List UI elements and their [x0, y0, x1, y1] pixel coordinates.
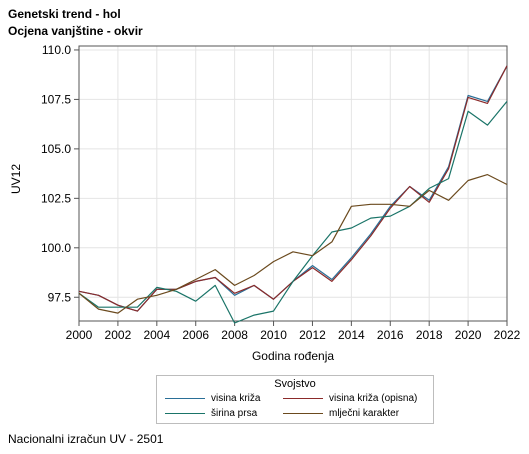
plot-area	[78, 45, 508, 322]
y-tick-label: 110.0	[42, 43, 71, 57]
x-tick-label: 2002	[105, 328, 132, 342]
x-tick-label: 2022	[494, 328, 521, 342]
axis-ticks: 2000 2002 2004 2006 2008 2010 2012 2014 2016 2018…	[41, 43, 521, 342]
series-line-3	[78, 174, 508, 314]
y-tick-label: 102.5	[41, 191, 71, 205]
x-tick-label: 2010	[260, 328, 287, 342]
x-tick-label: 2006	[182, 328, 209, 342]
legend-title: Svojstvo	[274, 378, 316, 390]
y-tick-label: 97.5	[48, 290, 72, 304]
x-tick-label: 2018	[416, 328, 443, 342]
x-tick-label: 2016	[377, 328, 404, 342]
grid	[78, 46, 508, 321]
x-axis-label: Godina rođenja	[252, 349, 334, 363]
chart-subtitle: Ocjena vanjštine - okvir	[8, 24, 143, 38]
x-tick-label: 2004	[143, 328, 170, 342]
y-tick-label: 100.0	[41, 241, 71, 255]
legend-item-mljecni-karakter: mlječni karakter	[283, 408, 399, 419]
legend-item-visina-kriza: visina križa	[165, 393, 260, 404]
series-line-1	[78, 65, 508, 312]
legend-swatch	[165, 413, 205, 414]
y-tick-label: 105.0	[41, 142, 71, 156]
x-tick-label: 2008	[221, 328, 248, 342]
legend-label: visina križa (opisna)	[329, 393, 418, 404]
y-axis-label: UV12	[9, 164, 23, 194]
legend-label: mlječni karakter	[329, 408, 400, 419]
legend: Svojstvo visina križa visina križa (opis…	[156, 375, 434, 424]
y-tick-label: 107.5	[41, 92, 71, 106]
series-lines	[78, 65, 508, 324]
legend-swatch	[283, 413, 323, 414]
legend-label: visina križa	[211, 393, 261, 404]
series-line-2	[78, 101, 508, 324]
legend-item-visina-kriza-opisna: visina križa (opisna)	[283, 393, 417, 404]
x-tick-label: 2000	[66, 328, 93, 342]
footnote: Nacionalni izračun UV - 2501	[8, 432, 164, 446]
series-line-0	[78, 65, 508, 312]
x-tick-label: 2012	[299, 328, 326, 342]
legend-swatch	[165, 398, 205, 399]
legend-label: širina prsa	[211, 408, 258, 419]
legend-swatch	[283, 398, 323, 399]
x-tick-label: 2020	[455, 328, 482, 342]
chart-title: Genetski trend - hol	[8, 7, 121, 21]
x-tick-label: 2014	[338, 328, 365, 342]
legend-item-sirina-prsa: širina prsa	[165, 408, 257, 419]
